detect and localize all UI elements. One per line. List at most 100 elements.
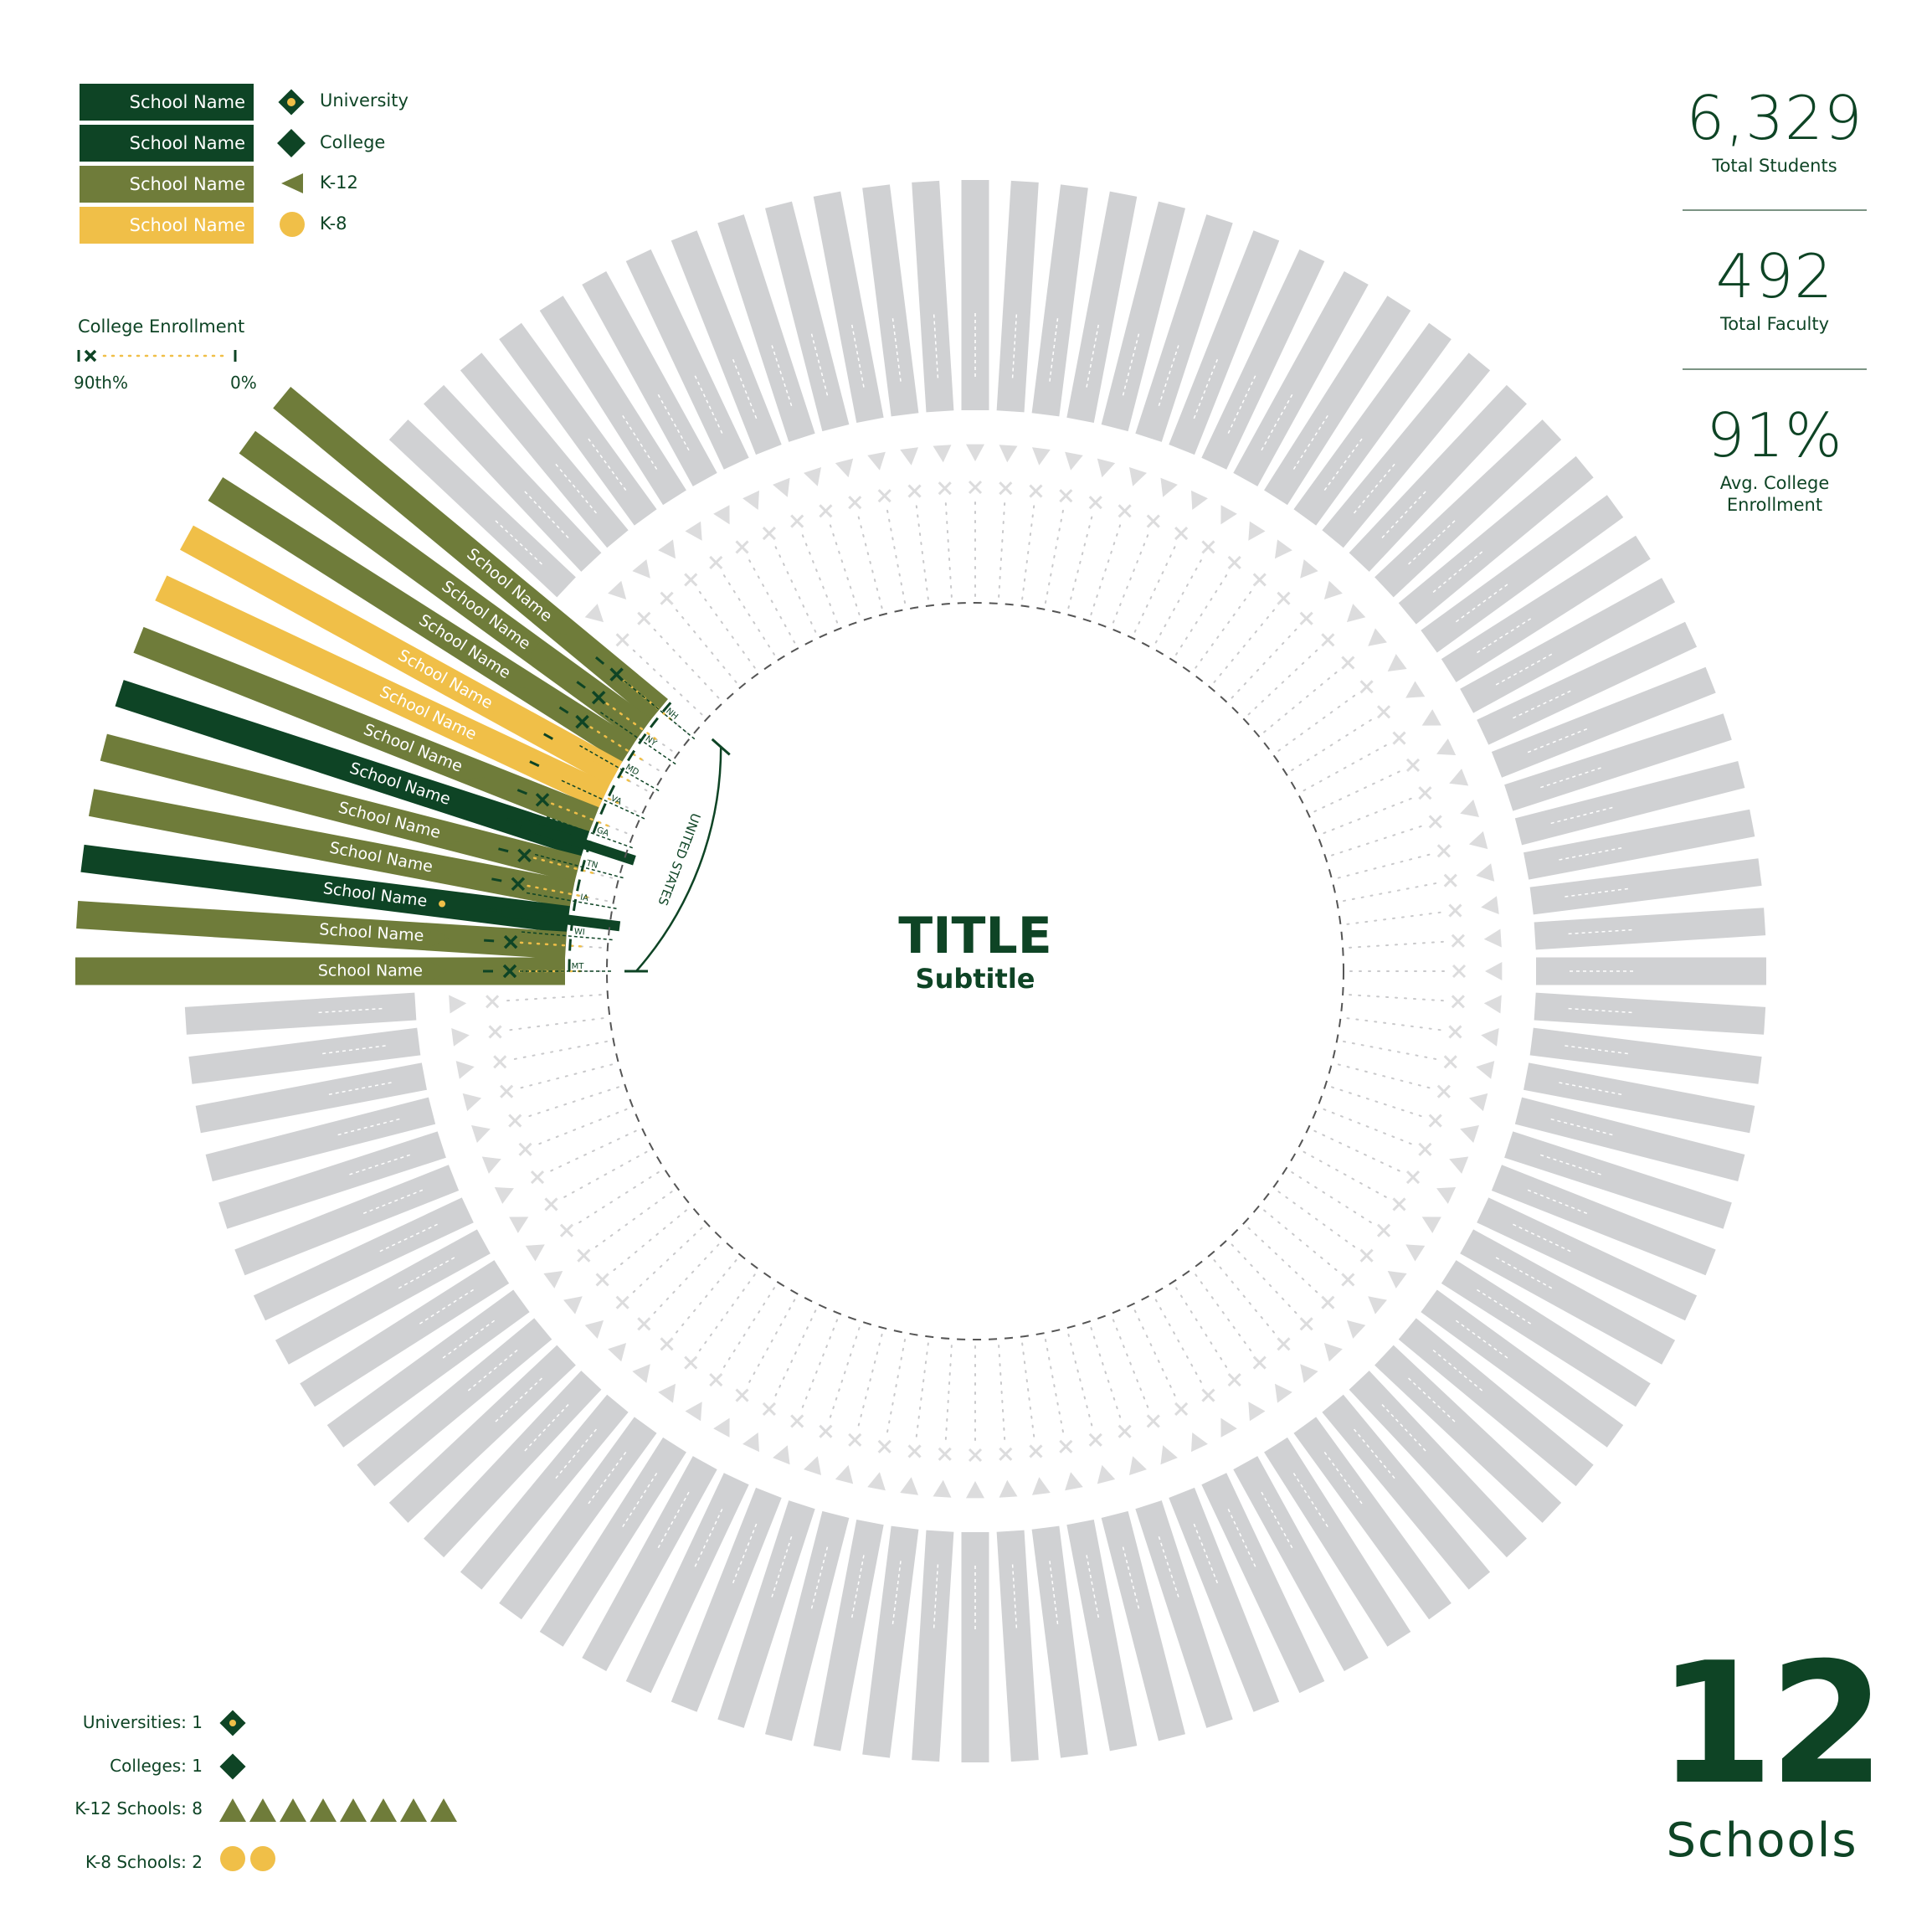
x-stroke [1359,680,1374,694]
dotted-guide [1349,994,1444,1002]
ghost-triangle-icon [584,1319,604,1339]
dotted-guide [1133,1309,1176,1397]
slot-dash [1513,1223,1575,1254]
ghost-triangle-icon [713,1417,730,1438]
ghost-triangle-icon [835,458,854,478]
empty-slot [1441,1260,1651,1407]
x-stroke [1059,489,1073,503]
enrollment-dots [623,679,674,722]
dotted-guide [1067,516,1093,610]
ghost-x-icon [1405,758,1421,772]
ghost-triangle-icon [1483,995,1502,1014]
enrollment-tick [506,817,517,824]
slot-dash [360,1189,424,1216]
dotted-guide [1277,694,1356,752]
x-stroke [1252,1355,1267,1370]
slot-dash [1408,1377,1458,1425]
dotted-guide [1323,797,1412,835]
empty-slot [460,352,629,548]
region-label: UNITED STATES [655,811,703,908]
ghost-triangle-icon [999,445,1018,463]
dotted-guide [1067,1333,1093,1427]
state-label: MD [624,763,640,778]
ghost-triangle-icon [1481,1027,1499,1047]
slot-dash [1353,1428,1398,1482]
chart-subtitle: Subtitle [916,963,1035,995]
empty-slot [1169,1487,1280,1712]
dotted-guide [1175,1287,1228,1368]
x-stroke [609,667,624,682]
dotted-guide [550,1129,637,1172]
x-stroke [762,526,776,541]
circle-icon [220,1846,245,1871]
ghost-x-icon [518,1142,532,1156]
ghost-triangle-icon [1129,1456,1147,1475]
enrollment-x-icon [517,848,532,862]
slot-dash [1261,1491,1295,1551]
empty-slot [357,1318,552,1487]
stat-value: 91% [1706,400,1843,471]
empty-slot [275,1229,491,1365]
ghost-x-icon [1359,1248,1374,1263]
x-stroke [1376,705,1391,719]
empty-slot [1322,1394,1491,1590]
gray-slot-ring [184,180,1766,1762]
ghost-x-icon [790,514,804,528]
slot-dash [1353,460,1398,514]
x-stroke [709,1372,723,1387]
slot-dash [319,1045,386,1055]
empty-slot [1374,1345,1562,1523]
dotted-guide [748,559,796,644]
dotted-guide [829,1327,861,1418]
dotted-guide [1112,1319,1149,1408]
ghost-x-icon [1321,633,1335,647]
dotted-guide [1291,1171,1372,1224]
slot-dash [731,356,758,419]
dotted-guide [722,574,775,656]
empty-slot [1504,1131,1732,1229]
x-stroke [1443,1055,1457,1069]
x-stroke [660,1337,674,1351]
ghost-x-icon [544,1197,558,1211]
ghost-triangle-icon [1449,769,1469,786]
ghost-triangle-icon [1065,451,1083,471]
circle-icon [250,1846,275,1871]
dotted-guide [915,505,929,600]
x-stroke [1299,1317,1313,1331]
ghost-triangle-icon [835,1464,854,1484]
legend-school-2: School Name [80,125,254,162]
ghost-triangle-icon [1449,1156,1469,1174]
slot-dash [1086,321,1100,388]
ghost-triangle-icon [1485,962,1503,980]
x-stroke [1443,873,1457,887]
dotted-guide [886,1339,907,1433]
x-stroke [1227,555,1241,570]
dotted-guide [1337,1063,1431,1089]
empty-slot [582,270,717,486]
dotted-guide [509,1017,604,1031]
circle-icon [280,212,305,237]
dotted-guide [1090,524,1122,615]
ghost-x-icon [848,496,862,510]
ghost-x-icon [1299,611,1313,625]
dotted-guide [722,1287,775,1368]
dotted-guide [774,546,817,633]
empty-slot [388,419,576,598]
empty-slot [1441,535,1651,682]
x-stroke [1321,633,1335,647]
empty-slot [499,322,657,526]
slot-dash [1049,315,1059,382]
stat-label: Total Faculty [1719,314,1830,334]
ghost-triangle-icon [685,1402,702,1422]
enrollment-dots [527,884,590,899]
x-stroke [508,1114,522,1128]
empty-slot [717,214,815,442]
slot-dash [1550,805,1616,825]
ghost-x-icon [1118,1424,1132,1438]
ghost-triangle-icon [658,1383,676,1403]
x-stroke [486,995,500,1009]
dotted-guide [1231,1243,1297,1314]
slot-dash [1122,1546,1141,1613]
dotted-guide [1343,1040,1437,1060]
ghost-x-icon [819,1424,833,1438]
